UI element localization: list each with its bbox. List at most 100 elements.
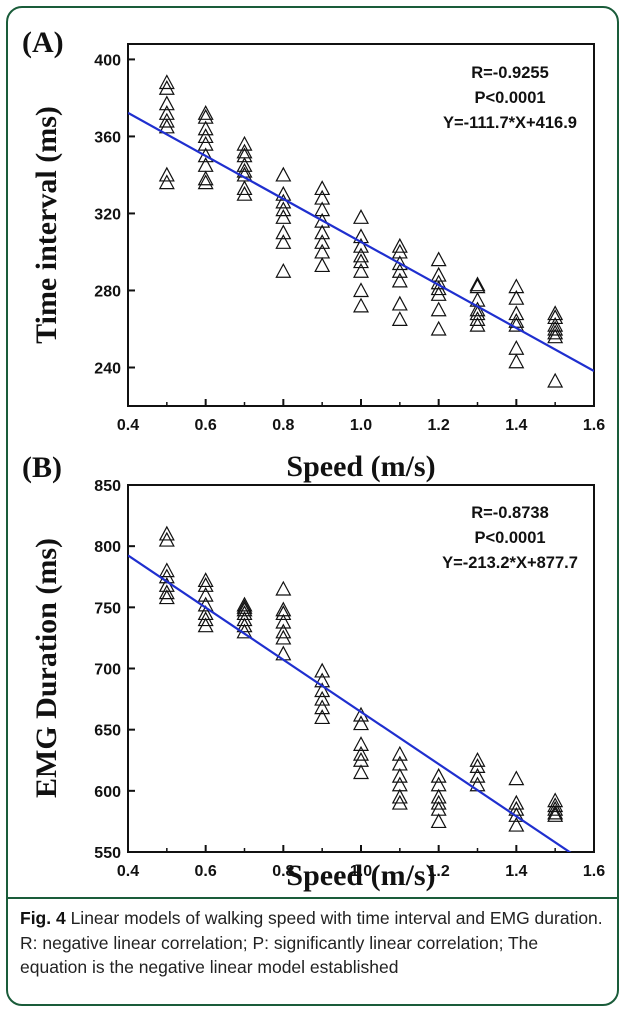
data-point — [508, 339, 525, 355]
data-point — [391, 745, 408, 761]
x-tick-label-a: 1.0 — [350, 417, 372, 434]
data-point — [314, 662, 331, 678]
data-point — [275, 580, 292, 596]
data-point — [508, 316, 525, 332]
data-point — [391, 788, 408, 804]
data-point — [547, 320, 564, 336]
panel-label-a: (A) — [22, 26, 64, 59]
data-point — [352, 228, 370, 244]
figure-caption: Fig. 4 Linear models of walking speed wi… — [20, 906, 610, 980]
data-point — [275, 209, 292, 224]
y-tick-label-a: 400 — [94, 52, 121, 69]
data-point — [197, 120, 214, 136]
regression-line — [128, 111, 594, 372]
data-point — [547, 797, 564, 813]
data-point — [430, 301, 447, 317]
data-point — [158, 589, 175, 605]
stat-annotation-a: Y=-111.7*X+416.9 — [443, 114, 577, 132]
data-point — [197, 105, 214, 120]
data-point — [430, 767, 447, 783]
data-point — [275, 201, 292, 217]
data-point — [547, 807, 564, 822]
data-point — [197, 170, 214, 186]
data-point — [197, 572, 214, 588]
y-axis-label-a: Time interval (ms) — [30, 106, 63, 344]
y-tick-label-b: 700 — [94, 662, 121, 679]
data-point — [430, 813, 447, 829]
data-point — [197, 135, 214, 151]
data-point — [391, 262, 408, 278]
data-point — [158, 525, 175, 541]
data-point — [197, 157, 214, 172]
data-point — [197, 128, 214, 144]
x-tick-label-b: 1.2 — [428, 863, 450, 880]
data-point — [314, 243, 331, 259]
x-tick-label-a: 0.6 — [195, 417, 217, 434]
x-tick-label-b: 1.4 — [505, 863, 527, 880]
stat-annotation-b: Y=-213.2*X+877.7 — [442, 554, 578, 572]
data-point — [314, 682, 331, 698]
data-point — [236, 180, 253, 196]
data-point — [158, 174, 175, 190]
data-point — [391, 255, 408, 271]
x-tick-label-a: 1.2 — [428, 417, 450, 434]
data-point — [508, 289, 525, 305]
data-point — [275, 166, 292, 182]
data-point — [352, 736, 370, 751]
data-point — [430, 794, 447, 810]
data-point — [158, 95, 175, 111]
y-tick-label-a: 240 — [94, 360, 121, 377]
data-point — [547, 324, 564, 340]
data-point — [314, 201, 331, 217]
data-point — [236, 185, 253, 201]
x-tick-label-b: 0.6 — [195, 863, 217, 880]
data-point — [352, 297, 370, 313]
data-point — [508, 278, 525, 294]
x-tick-label-b: 0.8 — [272, 863, 294, 880]
data-point — [391, 311, 408, 326]
data-point — [430, 320, 447, 336]
panel-label-b: (B) — [22, 451, 62, 484]
data-point — [469, 316, 486, 332]
y-tick-label-b: 850 — [94, 478, 121, 495]
data-point — [236, 617, 253, 633]
data-point — [508, 816, 525, 832]
stat-annotation-a: R=-0.9255 — [471, 64, 549, 82]
data-point — [275, 605, 292, 621]
data-point — [469, 751, 486, 767]
chart-panel-a: (A) 0.4 0.6 0.8 1.0 1.2 1.4 1.6 240 280 320 360 400… — [22, 26, 605, 483]
data-point — [469, 767, 486, 783]
data-point — [352, 282, 370, 298]
y-tick-label-b: 550 — [94, 845, 121, 862]
data-point — [236, 135, 253, 151]
y-axis-label-b: EMG Duration (ms) — [30, 538, 63, 798]
data-point — [391, 767, 408, 783]
stat-annotation-b: P<0.0001 — [474, 529, 545, 547]
caption-label: Fig. 4 — [20, 908, 66, 928]
data-point — [314, 709, 331, 725]
data-point — [352, 745, 370, 761]
stat-annotation-b: R=-0.8738 — [471, 504, 549, 522]
data-point — [352, 237, 370, 253]
x-tick-label-a: 1.4 — [505, 417, 527, 434]
data-point — [236, 147, 253, 163]
data-point — [469, 758, 486, 773]
data-point — [508, 770, 525, 786]
data-point — [236, 596, 253, 612]
data-point — [391, 794, 408, 810]
data-point — [197, 108, 214, 124]
data-point — [469, 305, 486, 321]
data-point — [391, 272, 408, 288]
data-point — [158, 80, 175, 95]
y-tick-label-b: 650 — [94, 723, 121, 740]
data-point — [352, 253, 370, 269]
data-point — [430, 286, 447, 301]
caption-text: Linear models of walking speed with time… — [20, 908, 603, 977]
y-tick-label-b: 750 — [94, 600, 121, 617]
data-point — [314, 224, 331, 240]
data-point — [275, 234, 292, 249]
data-point — [547, 316, 564, 332]
data-point — [352, 247, 370, 263]
data-point — [352, 715, 370, 731]
